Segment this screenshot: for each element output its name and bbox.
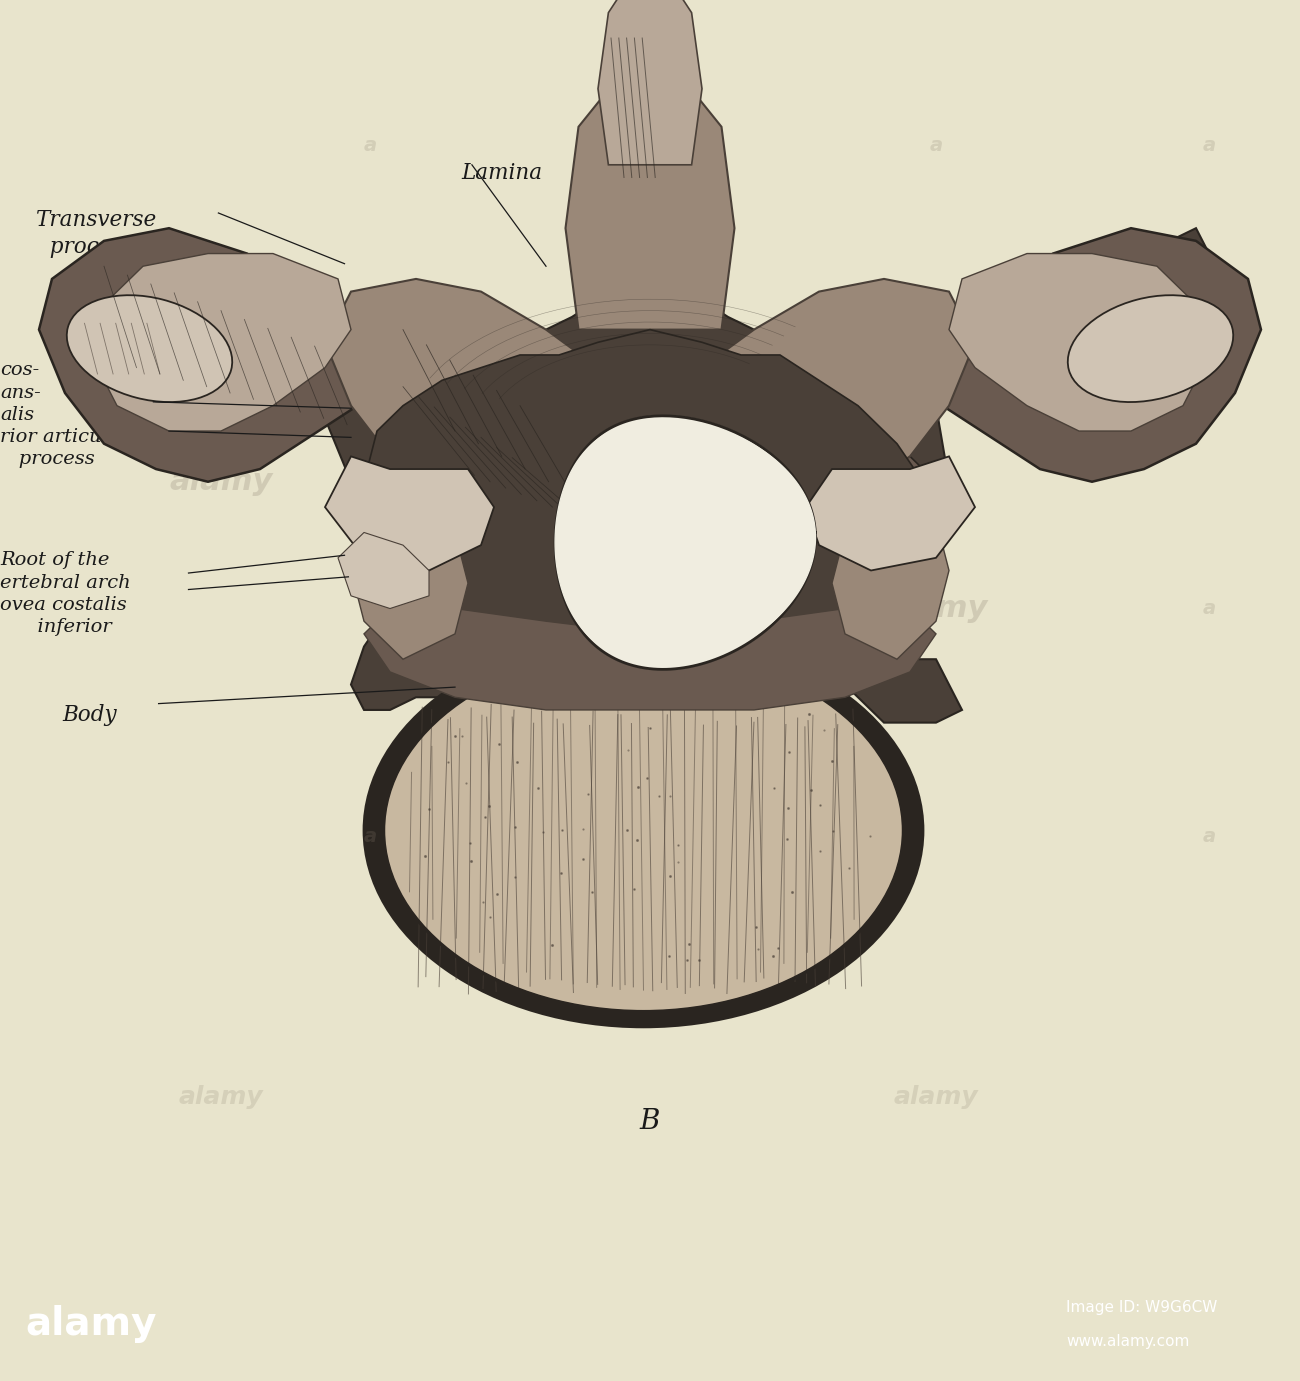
Polygon shape: [555, 416, 815, 670]
Polygon shape: [351, 482, 468, 659]
Polygon shape: [806, 456, 949, 659]
Text: a: a: [364, 827, 377, 847]
Polygon shape: [555, 420, 815, 666]
Text: a: a: [364, 137, 377, 155]
Text: a: a: [644, 827, 656, 847]
Text: alamy: alamy: [884, 594, 988, 623]
Text: alamy: alamy: [178, 1084, 264, 1109]
Text: VERTEBRAL

FORAMEN: VERTEBRAL FORAMEN: [636, 418, 755, 481]
Text: a: a: [1202, 599, 1216, 619]
Polygon shape: [351, 456, 494, 659]
Polygon shape: [806, 456, 975, 570]
Polygon shape: [325, 279, 611, 494]
Text: a: a: [364, 599, 377, 619]
Text: a: a: [1202, 371, 1216, 389]
Polygon shape: [364, 330, 936, 685]
Text: B: B: [640, 1109, 660, 1135]
Text: a: a: [1202, 137, 1216, 155]
Polygon shape: [39, 228, 416, 482]
Text: Lamina: Lamina: [462, 163, 542, 184]
Text: a: a: [364, 371, 377, 389]
Polygon shape: [364, 609, 936, 710]
Text: Root of the
ertebral arch
ovea costalis
      inferior: Root of the ertebral arch ovea costalis …: [0, 551, 130, 637]
Text: a: a: [644, 137, 656, 155]
Text: Transverse
  process: Transverse process: [36, 209, 157, 258]
Text: Body: Body: [62, 703, 117, 725]
Text: www.alamy.com: www.alamy.com: [1066, 1334, 1190, 1349]
Text: a: a: [644, 371, 656, 389]
Text: cos-
ans-
alis
rior articular
   process: cos- ans- alis rior articular process: [0, 362, 129, 468]
Ellipse shape: [66, 296, 233, 402]
Polygon shape: [566, 39, 734, 330]
Polygon shape: [91, 152, 1209, 786]
Polygon shape: [949, 254, 1209, 431]
Polygon shape: [338, 533, 429, 609]
Ellipse shape: [384, 649, 904, 1012]
Polygon shape: [91, 254, 351, 431]
Polygon shape: [832, 482, 949, 659]
Ellipse shape: [364, 634, 923, 1027]
Text: alamy: alamy: [893, 1084, 979, 1109]
Text: alamy: alamy: [25, 1305, 157, 1344]
Polygon shape: [689, 279, 975, 494]
Polygon shape: [884, 228, 1261, 482]
Text: a: a: [1202, 827, 1216, 847]
Polygon shape: [598, 0, 702, 164]
Text: Image ID: W9G6CW: Image ID: W9G6CW: [1066, 1300, 1217, 1315]
Text: alamy: alamy: [169, 467, 273, 496]
Text: a: a: [930, 137, 942, 155]
Polygon shape: [325, 456, 494, 570]
Ellipse shape: [1067, 296, 1234, 402]
